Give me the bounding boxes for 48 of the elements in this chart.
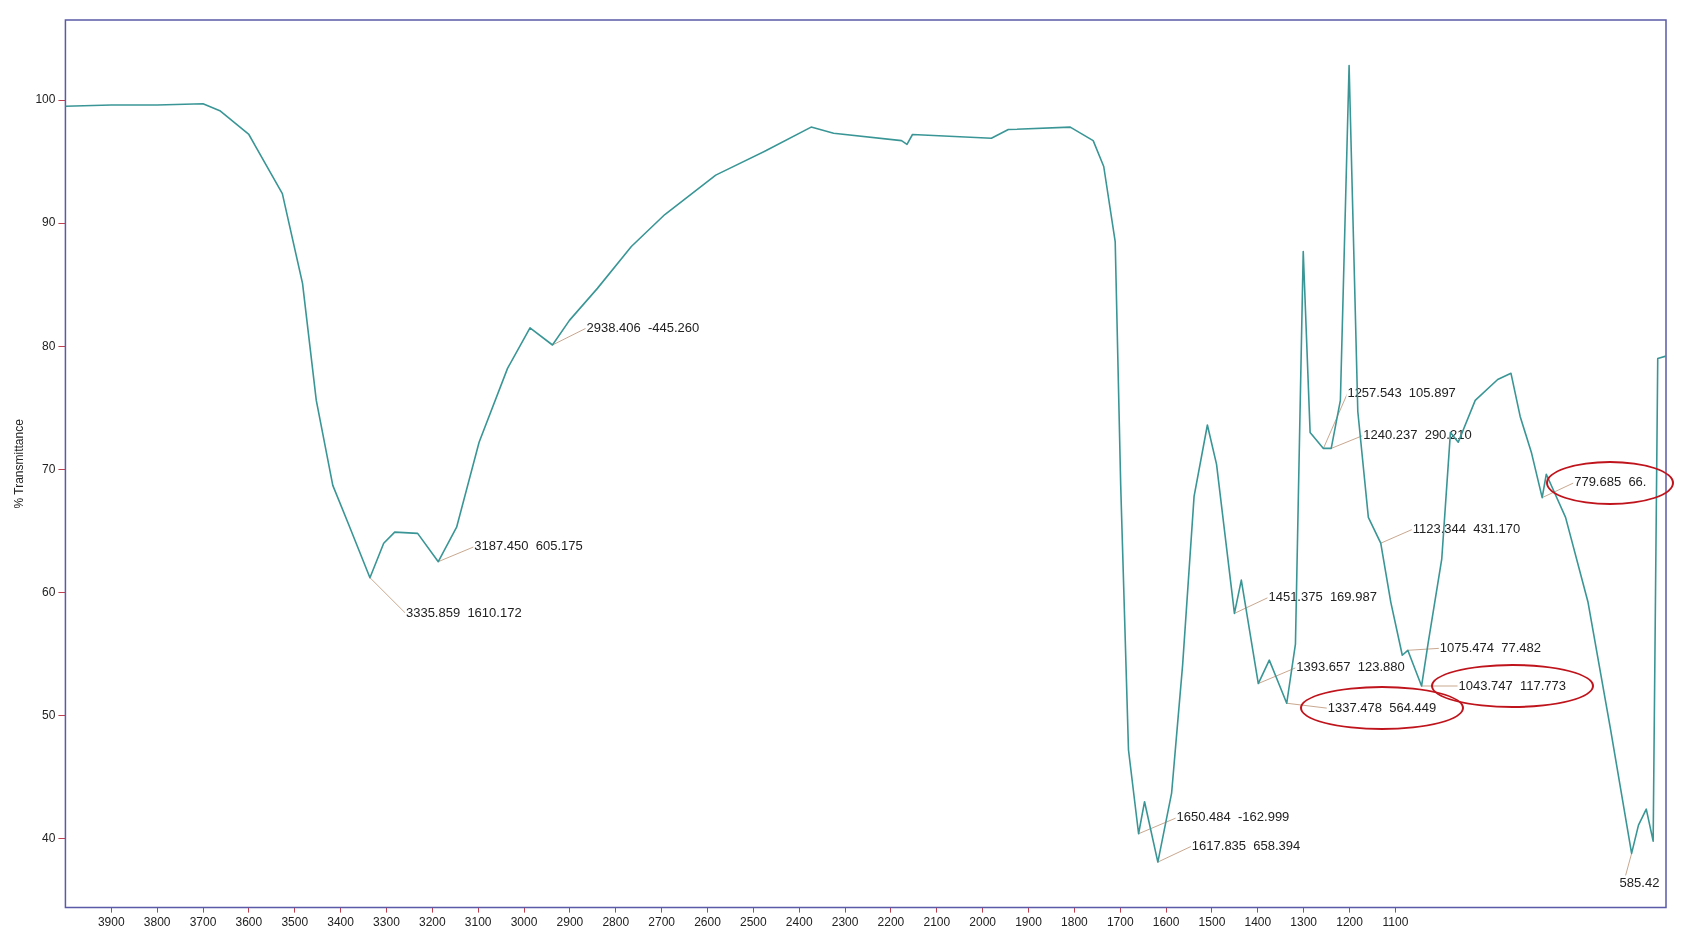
x-tick-label: 1300 [1290,915,1318,930]
x-tick-label: 1600 [1152,915,1180,930]
y-tick-label: 60 [42,584,56,599]
x-tick-label: 1800 [1061,915,1089,930]
y-tick-label: 50 [42,707,56,722]
x-tick-label: 3500 [281,915,309,930]
x-tick-label: 2200 [877,915,905,930]
y-tick-label: 40 [42,830,56,845]
annotation: 779.685 66. [1574,474,1647,490]
x-tick-label: 1400 [1244,915,1272,930]
y-tick-label: 80 [42,338,56,353]
annotation: 1337.478 564.449 [1327,699,1437,715]
y-tick-label: 90 [42,215,56,230]
x-tick-label: 2300 [831,915,859,930]
x-tick-label: 3800 [143,915,171,930]
annotation: 1043.747 117.773 [1458,677,1567,693]
x-tick-label: 3900 [97,915,125,930]
x-tick-label: 2800 [602,915,630,930]
x-tick-label: 3000 [510,915,538,930]
x-tick-label: 2700 [648,915,676,930]
x-tick-label: 1200 [1336,915,1364,930]
x-tick-label: 3600 [235,915,263,930]
annotation: 1617.835 658.394 [1191,837,1301,853]
annotation: 2938.406 -445.260 [586,319,700,335]
x-tick-label: 2900 [556,915,584,930]
x-tick-label: 3700 [189,915,217,930]
annotation: 1075.474 77.482 [1439,639,1542,655]
x-tick-label: 2400 [785,915,813,930]
x-tick-label: 1700 [1106,915,1134,930]
annotation: 3335.859 1610.172 [405,605,522,621]
annotation: 1650.484 -162.999 [1176,809,1290,825]
annotation: 3187.450 605.175 [474,538,583,554]
x-tick-label: 3300 [373,915,401,930]
annotation: 1393.657 123.880 [1296,659,1405,675]
annotation: 585.42 [1619,875,1660,891]
x-tick-label: 3200 [418,915,446,930]
x-tick-label: 2600 [694,915,722,930]
x-tick-label: 3400 [327,915,355,930]
x-tick-label: 3100 [464,915,492,930]
y-tick-label: 100 [35,92,56,107]
x-tick-label: 1100 [1382,915,1409,930]
y-axis-title: % Transmittance [11,418,26,509]
x-tick-label: 2100 [923,915,951,930]
x-tick-label: 2500 [740,915,768,930]
y-tick-label: 70 [42,461,56,476]
x-tick-label: 1500 [1198,915,1226,930]
x-tick-label: 1900 [1015,915,1043,930]
x-tick-label: 2000 [969,915,997,930]
